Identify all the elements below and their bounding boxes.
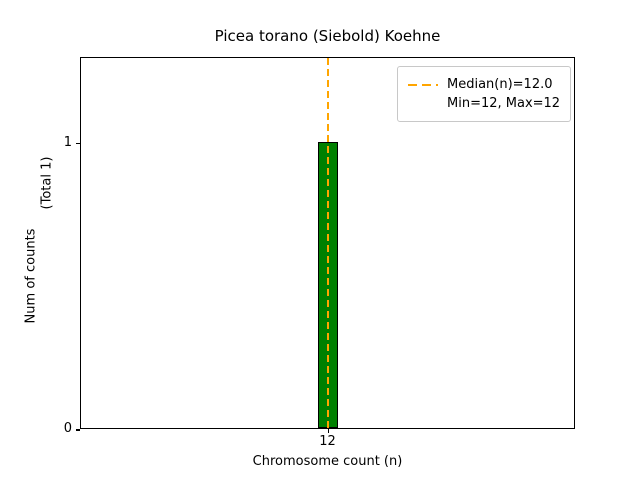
median-dashed-line-icon [408, 83, 438, 86]
y-axis-label: Num of counts [23, 228, 39, 324]
y-tick-mark [76, 429, 80, 431]
plot-area [80, 57, 575, 429]
legend-empty-sample [408, 103, 438, 105]
chart-title: Picea torano (Siebold) Koehne [214, 27, 441, 45]
x-tick-mark [327, 429, 329, 433]
legend-label-minmax: Min=12, Max=12 [447, 96, 561, 111]
y-axis-total-label: (Total 1) [39, 156, 55, 210]
y-tick-label: 0 [63, 421, 72, 436]
legend-item-minmax: Min=12, Max=12 [408, 95, 560, 112]
legend-label-median: Median(n)=12.0 [447, 77, 553, 92]
x-tick-label: 12 [319, 434, 336, 449]
legend-item-median: Median(n)=12.0 [408, 76, 560, 93]
median-line [326, 58, 329, 428]
legend: Median(n)=12.0 Min=12, Max=12 [397, 66, 572, 122]
y-tick-label: 1 [63, 134, 72, 150]
x-axis-label: Chromosome count (n) [252, 454, 403, 469]
y-tick-mark [76, 142, 80, 145]
